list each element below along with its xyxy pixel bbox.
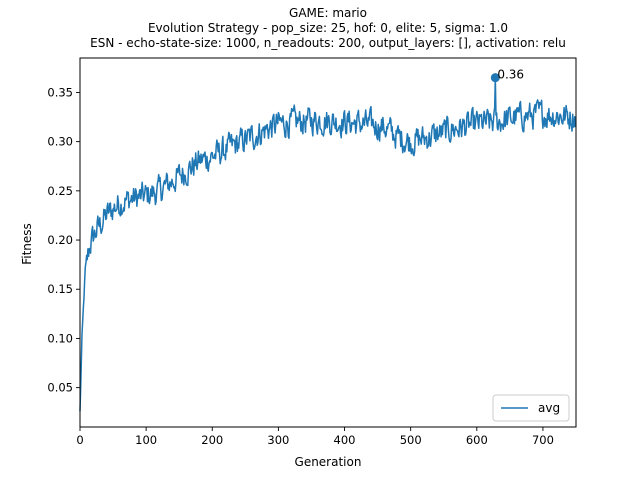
legend-label-avg: avg xyxy=(538,401,560,415)
max-point-label: 0.36 xyxy=(497,68,524,82)
y-tick-label: 0.15 xyxy=(47,282,73,296)
series-line-avg xyxy=(79,76,577,412)
axes-frame xyxy=(79,57,577,428)
x-axis-label: Generation xyxy=(295,455,362,469)
y-axis: 0.05 0.10 0.15 0.20 0.25 0.30 0.35 xyxy=(47,85,80,395)
x-tick-label: 500 xyxy=(400,433,422,447)
x-tick-label: 300 xyxy=(267,433,289,447)
y-axis-label: Fitness xyxy=(20,223,34,265)
legend-box xyxy=(492,394,570,422)
x-tick-label: 400 xyxy=(334,433,356,447)
x-tick-label: 0 xyxy=(76,433,83,447)
x-tick-label: 100 xyxy=(135,433,157,447)
y-tick-label: 0.25 xyxy=(47,184,73,198)
x-tick-label: 200 xyxy=(201,433,223,447)
x-tick-label: 700 xyxy=(532,433,554,447)
y-tick-label: 0.30 xyxy=(47,135,73,149)
plot-area xyxy=(79,76,577,412)
x-tick-label: 600 xyxy=(466,433,488,447)
y-tick-label: 0.20 xyxy=(47,233,73,247)
y-tick-label: 0.05 xyxy=(47,381,73,395)
x-axis: 0 100 200 300 400 500 600 700 xyxy=(76,427,554,447)
chart-title-line-2: Evolution Strategy - pop_size: 25, hof: … xyxy=(148,21,508,35)
max-point-marker xyxy=(490,73,500,83)
legend: avg xyxy=(492,394,570,422)
chart-title-line-1: GAME: mario xyxy=(289,6,367,20)
chart-title-line-3: ESN - echo-state-size: 1000, n_readouts:… xyxy=(90,36,566,50)
y-tick-label: 0.35 xyxy=(47,85,73,99)
y-tick-label: 0.10 xyxy=(47,331,73,345)
max-annotation: 0.36 xyxy=(490,68,524,83)
